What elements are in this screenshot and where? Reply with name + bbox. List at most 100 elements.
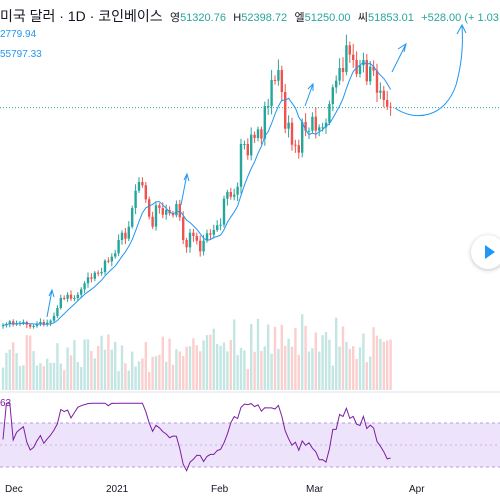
candle-body [297, 145, 300, 153]
play-button[interactable] [471, 235, 500, 269]
volume-bar [209, 334, 212, 390]
volume-bar [90, 350, 93, 390]
candle-body [63, 298, 66, 299]
volume-bar [250, 324, 253, 390]
candle-body [90, 277, 93, 279]
volume-bar [188, 346, 192, 390]
candle-body [124, 232, 127, 239]
volume-bar [59, 363, 62, 390]
volume-bar [372, 327, 375, 390]
volume-bar [205, 335, 209, 390]
volume-bar [110, 349, 113, 390]
volume-bar [18, 366, 22, 390]
trend-arrows [46, 23, 467, 318]
volume-bar [131, 351, 134, 390]
candles [1, 34, 392, 329]
volume-bar [263, 346, 266, 390]
rsi-line [2, 402, 391, 472]
volume-bar [219, 345, 222, 390]
rsi-value: 63 [0, 398, 12, 409]
candle-body [107, 260, 110, 262]
volume-bar [216, 344, 219, 390]
volume-bar [311, 348, 314, 390]
volume-bar [29, 335, 32, 390]
candle-body [97, 272, 100, 274]
candle-body [318, 127, 321, 131]
candle-body [93, 272, 96, 279]
candle-body [59, 298, 62, 308]
volume-bar [287, 338, 290, 390]
candle-body [1, 325, 5, 327]
candle-body [117, 240, 120, 254]
candle-body [165, 210, 168, 215]
volume-bar [39, 363, 42, 390]
volume-bar [192, 338, 195, 390]
candle-body [345, 45, 348, 72]
candle-body [131, 208, 134, 227]
volume-bar [49, 362, 52, 390]
candle-body [236, 186, 239, 195]
volume-bar [8, 349, 11, 390]
candle-body [379, 90, 382, 93]
volume-bar [141, 358, 144, 390]
volume-bar [97, 345, 100, 390]
candle-body [120, 232, 124, 240]
ma2-value: 55797.33 [0, 49, 42, 60]
low-value: 51250.00 [304, 12, 351, 24]
candle-body [103, 260, 107, 272]
candle-body [301, 122, 304, 153]
candle-body [386, 100, 389, 107]
candle-body [29, 324, 32, 327]
volume-bar [352, 346, 355, 390]
candle-body [222, 198, 226, 225]
x-tick-dec: Dec [5, 484, 23, 495]
candle-body [110, 256, 113, 262]
candle-body [389, 106, 392, 108]
candle-body [277, 70, 280, 81]
candle-body [233, 194, 236, 197]
candle-body [209, 233, 212, 235]
candle-body [212, 230, 215, 235]
volume-bar [100, 335, 103, 390]
volume-bar [355, 359, 358, 390]
volume-bar [239, 347, 243, 390]
volume-bar [199, 351, 202, 390]
candle-body [137, 182, 141, 191]
volume-bar [120, 345, 124, 390]
candle-body [250, 134, 253, 156]
volume-bar [362, 333, 365, 390]
volume-bar [117, 371, 120, 390]
candle-body [284, 92, 287, 129]
candle-body [372, 66, 375, 71]
volume-bar [335, 317, 338, 390]
volume-bar [76, 362, 79, 390]
volume-bar [375, 335, 379, 390]
volume-bar [321, 335, 324, 390]
candle-body [219, 224, 222, 226]
candle-body [69, 294, 73, 299]
volume-bar [182, 356, 185, 390]
volume-bar [212, 328, 215, 390]
volume-bar [226, 351, 229, 390]
volume-bar [144, 342, 147, 390]
volume-bar [178, 351, 181, 390]
volume-bar [256, 318, 260, 390]
volume-bar [369, 356, 372, 390]
volume-bar [175, 349, 178, 390]
candle-body [328, 104, 331, 123]
candle-body [260, 129, 263, 139]
volume-bar [324, 332, 328, 390]
volume-bar [35, 365, 39, 390]
candle-body [56, 308, 59, 316]
candle-body [22, 322, 25, 323]
candle-body [175, 204, 178, 216]
volume-bar [93, 358, 96, 390]
candle-body [202, 240, 205, 252]
volume-bar [148, 372, 151, 390]
ma1-value: 2779.94 [0, 29, 37, 40]
volume-bar [63, 370, 66, 390]
volume-bar [331, 365, 334, 390]
volume-bar [314, 332, 317, 390]
candle-body [182, 217, 185, 240]
candle-body [365, 60, 368, 82]
